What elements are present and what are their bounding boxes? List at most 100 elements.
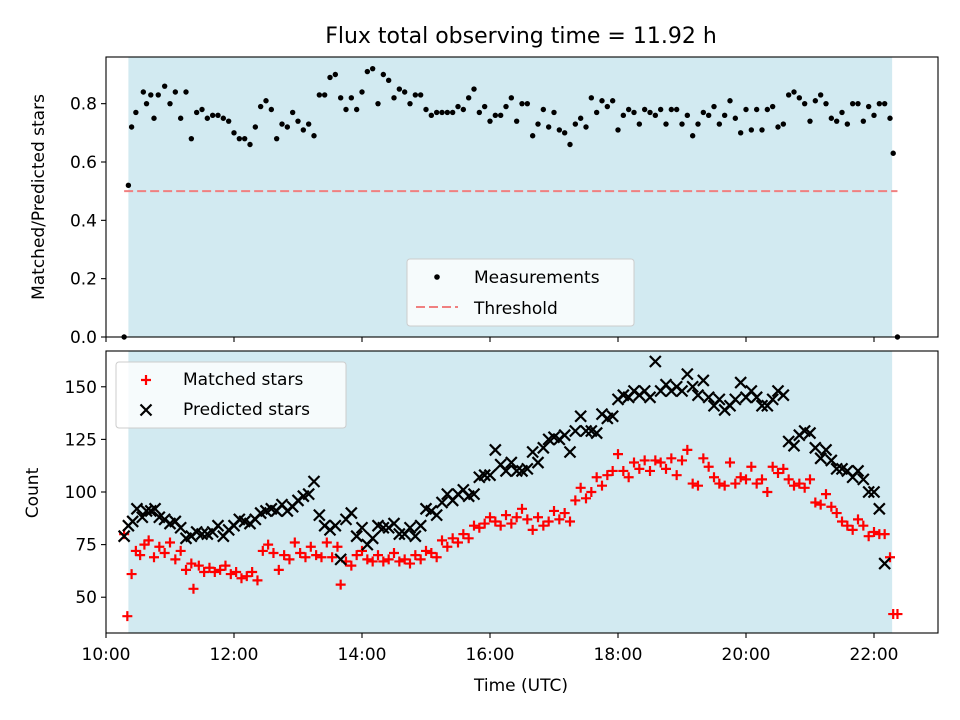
- matched-star-point: [332, 541, 343, 552]
- measurement-point: [641, 106, 648, 113]
- measurement-point: [588, 95, 595, 101]
- measurement-point: [439, 109, 445, 116]
- legend-measurements-marker: [434, 274, 440, 280]
- predicted-star-point: [467, 487, 481, 501]
- matched-star-point: [892, 609, 903, 620]
- y-tick-label: 75: [75, 536, 97, 556]
- matched-star-point: [735, 472, 746, 483]
- predicted-star-point: [873, 502, 886, 516]
- predicted-star-point: [590, 426, 603, 440]
- matched-star-point: [241, 571, 252, 582]
- matched-star-point: [869, 526, 879, 537]
- predicted-star-point: [702, 391, 715, 404]
- matched-star-point: [831, 508, 842, 519]
- measurement-point: [871, 112, 877, 119]
- matched-star-point: [511, 512, 522, 523]
- measurement-point: [231, 130, 237, 136]
- matched-star-point: [725, 457, 735, 468]
- y-tick-label: 125: [65, 430, 97, 450]
- matched-star-point: [607, 465, 618, 476]
- matched-star-point: [458, 529, 469, 540]
- measurement-point: [417, 92, 424, 98]
- measurement-point: [684, 112, 691, 119]
- matched-star-point: [767, 461, 778, 472]
- matched-star-point: [236, 573, 247, 584]
- measurement-point: [572, 121, 579, 127]
- matched-star-point: [698, 453, 709, 464]
- measurement-point: [652, 112, 659, 119]
- measurement-point: [593, 109, 600, 116]
- matched-star-point: [591, 472, 602, 483]
- measurement-point: [316, 92, 323, 98]
- bottom-plot-frame: [105, 350, 939, 634]
- measurement-point: [359, 89, 365, 95]
- measurement-point: [545, 124, 552, 130]
- matched-star-point: [794, 478, 805, 489]
- matched-star-point: [602, 470, 613, 481]
- predicted-star-point: [126, 515, 139, 528]
- measurement-point: [887, 115, 893, 121]
- predicted-star-point: [643, 391, 657, 404]
- measurement-point: [785, 92, 792, 98]
- measurement-point: [529, 133, 536, 139]
- matched-star-point: [154, 541, 165, 552]
- matched-star-point: [389, 548, 399, 559]
- measurement-point: [209, 112, 216, 119]
- measurement-point: [428, 112, 435, 119]
- measurement-point: [289, 109, 296, 116]
- measurement-point: [364, 68, 371, 75]
- legend-matched-marker-glyph: [141, 375, 151, 385]
- measurement-point: [823, 100, 829, 107]
- measurement-point: [188, 135, 195, 142]
- predicted-star-point: [878, 557, 891, 570]
- predicted-star-point: [135, 510, 149, 524]
- predicted-star-point: [130, 502, 144, 516]
- measurement-point: [535, 121, 541, 127]
- predicted-star-point: [414, 519, 427, 532]
- measurement-point: [513, 118, 520, 124]
- predicted-star-point: [867, 485, 881, 499]
- x-tick-label: 20:00: [722, 645, 771, 665]
- measurement-point: [143, 100, 150, 107]
- measurement-point: [551, 109, 557, 116]
- measurement-point: [849, 100, 856, 107]
- matched-star-point: [378, 556, 389, 567]
- predicted-star-point: [334, 553, 347, 566]
- measurement-point: [172, 89, 179, 95]
- matched-star-point: [447, 533, 458, 544]
- measurement-point: [337, 95, 344, 101]
- measurement-point: [620, 112, 627, 119]
- matched-star-point: [495, 520, 506, 531]
- matched-star-point: [623, 472, 634, 483]
- top-legend-box: [406, 258, 635, 327]
- matched-star-point: [549, 505, 559, 516]
- matched-star-point: [666, 453, 677, 464]
- matched-star-point: [421, 545, 431, 556]
- measurement-point: [604, 103, 611, 110]
- matched-star-point: [383, 554, 394, 565]
- measurement-point: [679, 121, 685, 127]
- matched-star-point: [415, 554, 426, 565]
- x-tick-label: 16:00: [466, 645, 515, 665]
- measurement-point: [401, 89, 408, 95]
- measurement-point: [257, 103, 264, 110]
- matched-star-point: [799, 482, 810, 493]
- legend-predicted-label: Predicted stars: [183, 400, 310, 420]
- measurement-point: [689, 133, 696, 139]
- top-x-ticks: [105, 337, 875, 342]
- measurement-point: [876, 100, 883, 107]
- matched-star-point: [522, 514, 533, 525]
- measurement-point: [133, 109, 139, 116]
- matched-star-point: [575, 482, 586, 493]
- matched-star-point: [181, 564, 191, 575]
- predicted-star-point: [313, 508, 326, 522]
- matched-star-point: [613, 449, 623, 460]
- predicted-star-point: [489, 443, 502, 457]
- measurement-point: [407, 100, 413, 107]
- matched-star-point: [357, 545, 367, 556]
- predicted-star-point: [675, 384, 689, 398]
- matched-star-point: [346, 560, 357, 571]
- measurement-point: [817, 92, 824, 98]
- measurement-point: [449, 109, 456, 116]
- top-y-ticks: 0.0 0.2 0.4 0.6 0.8: [70, 95, 106, 348]
